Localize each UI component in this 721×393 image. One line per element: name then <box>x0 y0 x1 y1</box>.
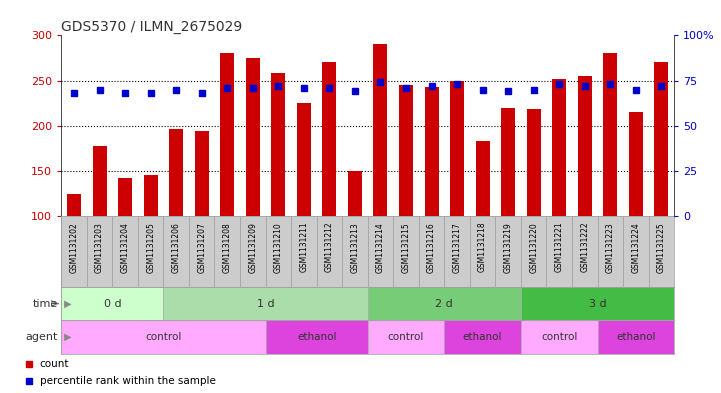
Bar <box>425 87 438 216</box>
Text: GSM1131217: GSM1131217 <box>453 222 461 273</box>
Bar <box>61 287 164 320</box>
Text: GSM1131215: GSM1131215 <box>402 222 410 273</box>
Text: GSM1131202: GSM1131202 <box>69 222 79 273</box>
Text: ethanol: ethanol <box>297 332 337 342</box>
Bar <box>118 178 132 216</box>
Text: GSM1131211: GSM1131211 <box>299 222 309 272</box>
Text: GSM1131222: GSM1131222 <box>580 222 589 272</box>
Text: GDS5370 / ILMN_2675029: GDS5370 / ILMN_2675029 <box>61 20 242 34</box>
Bar <box>322 62 337 216</box>
Bar <box>373 44 387 216</box>
Text: 3 d: 3 d <box>589 299 606 309</box>
Text: GSM1131213: GSM1131213 <box>350 222 360 273</box>
Text: GSM1131224: GSM1131224 <box>632 222 640 273</box>
Bar <box>164 287 368 320</box>
Text: count: count <box>40 358 69 369</box>
Bar <box>271 73 286 216</box>
Text: GSM1131205: GSM1131205 <box>146 222 155 273</box>
Bar <box>92 146 107 216</box>
Text: GSM1131214: GSM1131214 <box>376 222 385 273</box>
Bar <box>655 62 668 216</box>
Bar <box>526 110 541 216</box>
Bar <box>220 53 234 216</box>
Bar <box>143 175 158 216</box>
Bar <box>444 320 521 354</box>
Text: GSM1131220: GSM1131220 <box>529 222 538 273</box>
Text: GSM1131212: GSM1131212 <box>325 222 334 272</box>
Text: GSM1131210: GSM1131210 <box>274 222 283 273</box>
Text: GSM1131225: GSM1131225 <box>657 222 666 273</box>
Text: GSM1131207: GSM1131207 <box>198 222 206 273</box>
Bar <box>368 287 521 320</box>
Bar <box>476 141 490 216</box>
Text: GSM1131209: GSM1131209 <box>248 222 257 273</box>
Text: control: control <box>541 332 578 342</box>
Bar <box>501 108 516 216</box>
Text: time: time <box>32 299 58 309</box>
Bar <box>521 320 598 354</box>
Text: ethanol: ethanol <box>616 332 655 342</box>
Text: GSM1131203: GSM1131203 <box>95 222 104 273</box>
Text: GSM1131208: GSM1131208 <box>223 222 231 273</box>
Bar <box>297 103 311 216</box>
Bar <box>450 81 464 216</box>
Bar <box>61 320 265 354</box>
Bar <box>348 171 362 216</box>
Text: ▶: ▶ <box>61 299 71 309</box>
Bar <box>552 79 566 216</box>
Text: control: control <box>145 332 182 342</box>
Text: GSM1131223: GSM1131223 <box>606 222 615 273</box>
Bar <box>578 76 592 216</box>
Text: GSM1131221: GSM1131221 <box>554 222 564 272</box>
Bar <box>195 131 209 216</box>
Bar <box>368 320 444 354</box>
Bar <box>598 320 674 354</box>
Bar <box>521 287 674 320</box>
Text: GSM1131204: GSM1131204 <box>120 222 130 273</box>
Text: 1 d: 1 d <box>257 299 275 309</box>
Text: ▶: ▶ <box>61 332 71 342</box>
Bar <box>67 193 81 216</box>
Bar <box>169 129 183 216</box>
Text: GSM1131206: GSM1131206 <box>172 222 181 273</box>
Text: control: control <box>388 332 424 342</box>
Text: GSM1131218: GSM1131218 <box>478 222 487 272</box>
Text: percentile rank within the sample: percentile rank within the sample <box>40 376 216 386</box>
Bar <box>629 112 643 216</box>
Text: 0 d: 0 d <box>104 299 121 309</box>
Bar <box>603 53 617 216</box>
Bar <box>399 85 413 216</box>
Text: GSM1131216: GSM1131216 <box>427 222 436 273</box>
Bar <box>265 320 368 354</box>
Text: GSM1131219: GSM1131219 <box>504 222 513 273</box>
Bar <box>246 58 260 216</box>
Text: 2 d: 2 d <box>435 299 454 309</box>
Text: ethanol: ethanol <box>463 332 503 342</box>
Text: agent: agent <box>25 332 58 342</box>
